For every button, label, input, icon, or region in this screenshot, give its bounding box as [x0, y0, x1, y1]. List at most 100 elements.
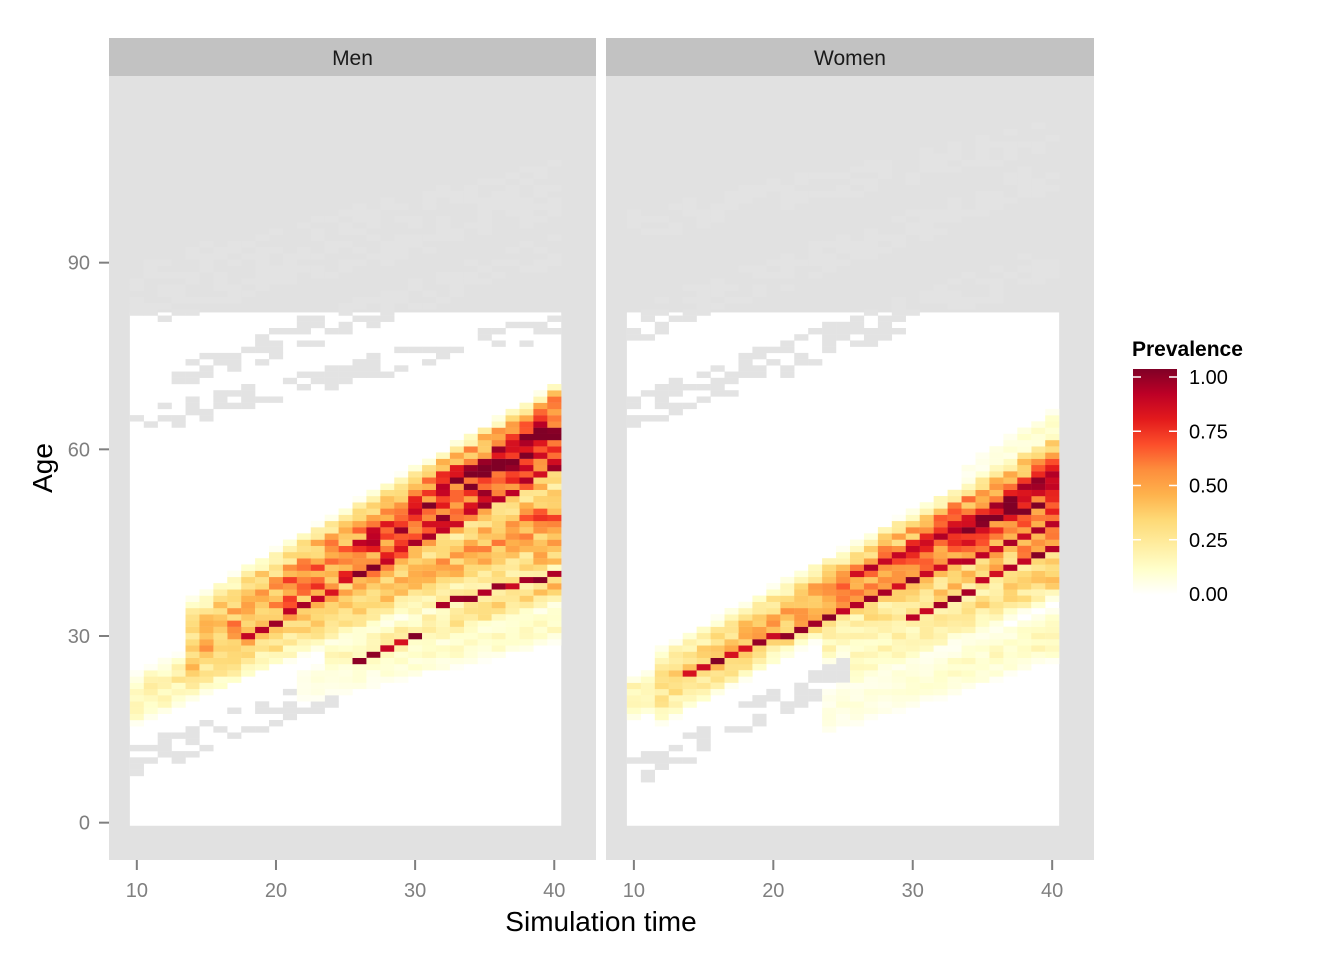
- heatmap-tile: [435, 520, 451, 528]
- heatmap-tile-missing: [296, 371, 311, 378]
- heatmap-tile-missing: [157, 315, 172, 322]
- heatmap-tile: [352, 632, 367, 640]
- heatmap-tile: [547, 639, 562, 646]
- heatmap-tile-missing: [1003, 128, 1018, 136]
- heatmap-tile: [947, 626, 962, 634]
- heatmap-tile: [850, 688, 865, 696]
- heatmap-tile-missing: [213, 253, 228, 260]
- heatmap-tile: [408, 608, 423, 615]
- heatmap-tile: [408, 614, 423, 621]
- heatmap-tile: [877, 707, 893, 714]
- heatmap-tile-missing: [547, 315, 562, 322]
- x-tick-label: 30: [902, 880, 924, 902]
- heatmap-tile-missing: [255, 253, 270, 260]
- heatmap-tile: [547, 421, 562, 428]
- heatmap-tile: [1031, 601, 1046, 609]
- heatmap-tile-missing: [640, 757, 655, 764]
- heatmap-tile-missing: [1031, 141, 1046, 148]
- heatmap-tile: [919, 639, 934, 646]
- heatmap-tile-missing: [255, 334, 270, 341]
- heatmap-tile-missing: [752, 365, 767, 372]
- heatmap-tile: [877, 564, 893, 571]
- heatmap-tile-missing: [422, 247, 437, 254]
- heatmap-tile: [905, 608, 920, 615]
- heatmap-tile: [366, 645, 381, 652]
- heatmap-tile-missing: [129, 296, 144, 304]
- heatmap-tile: [891, 695, 906, 702]
- y-tick-label: 60: [68, 439, 90, 461]
- heatmap-tile: [449, 489, 465, 497]
- heatmap-tile: [547, 533, 562, 540]
- heatmap-tile-missing: [519, 222, 534, 229]
- heatmap-tile: [435, 508, 451, 515]
- heatmap-tile: [1017, 570, 1032, 578]
- heatmap-tile-missing: [310, 216, 325, 223]
- heatmap-tile-missing: [780, 272, 795, 279]
- heatmap-tile-missing: [477, 278, 492, 285]
- heatmap-tile: [213, 601, 228, 609]
- heatmap-tile: [1031, 558, 1046, 565]
- heatmap-tile: [989, 520, 1004, 528]
- heatmap-tile: [435, 645, 451, 652]
- heatmap-tile: [533, 396, 548, 403]
- heatmap-tile: [547, 427, 562, 434]
- facet-women-strip: [606, 38, 1094, 76]
- heatmap-tile: [296, 589, 311, 596]
- heatmap-tile: [380, 657, 395, 665]
- heatmap-tile: [668, 645, 683, 652]
- heatmap-tile-missing: [640, 751, 655, 758]
- heatmap-tile: [352, 682, 367, 690]
- heatmap-tile: [682, 701, 697, 708]
- heatmap-tile: [822, 583, 837, 590]
- heatmap-tile: [975, 620, 990, 627]
- heatmap-tile: [808, 620, 823, 627]
- heatmap-tile: [519, 545, 534, 553]
- heatmap-tile: [863, 657, 879, 665]
- heatmap-tile: [366, 545, 381, 553]
- heatmap-tile-missing: [435, 346, 451, 354]
- heatmap-tile: [463, 446, 478, 453]
- heatmap-tile: [1017, 502, 1032, 509]
- heatmap-tile: [808, 614, 823, 621]
- heatmap-tile-missing: [255, 701, 270, 708]
- heatmap-tile-missing: [338, 309, 353, 316]
- heatmap-tile: [1031, 632, 1046, 640]
- heatmap-tile: [710, 620, 725, 627]
- heatmap-tile: [199, 608, 214, 615]
- heatmap-tile: [491, 458, 506, 466]
- heatmap-tile-missing: [435, 191, 451, 198]
- heatmap-tile-missing: [710, 365, 725, 372]
- heatmap-tile: [366, 589, 381, 596]
- heatmap-tile-missing: [533, 321, 548, 329]
- heatmap-tile-missing: [477, 222, 492, 229]
- heatmap-tile: [822, 701, 837, 708]
- heatmap-tile: [477, 558, 492, 565]
- heatmap-tile: [1031, 508, 1046, 515]
- heatmap-tile: [1017, 583, 1032, 590]
- heatmap-tile: [394, 664, 409, 671]
- heatmap-tile: [269, 595, 284, 602]
- facet-men-strip-label: Men: [332, 47, 373, 70]
- heatmap-tile: [282, 601, 298, 609]
- heatmap-tile-missing: [780, 701, 795, 708]
- heatmap-tile: [547, 464, 562, 472]
- heatmap-tile: [1003, 533, 1018, 540]
- heatmap-tile: [975, 651, 990, 658]
- heatmap-tile: [505, 620, 520, 627]
- heatmap-tile: [519, 639, 534, 646]
- heatmap-tile: [822, 645, 837, 652]
- heatmap-tile: [654, 670, 669, 677]
- heatmap-tile: [463, 464, 478, 472]
- heatmap-tile: [505, 489, 520, 497]
- heatmap-tile: [394, 502, 409, 509]
- heatmap-tile: [227, 583, 242, 590]
- heatmap-tile-missing: [255, 259, 270, 266]
- heatmap-tile: [877, 608, 893, 615]
- heatmap-tile: [682, 688, 697, 696]
- heatmap-tile: [505, 533, 520, 540]
- heatmap-tile: [394, 527, 409, 534]
- heatmap-tile: [933, 502, 948, 509]
- heatmap-tile: [227, 651, 242, 658]
- heatmap-tile: [1017, 601, 1032, 609]
- heatmap-tile: [822, 651, 837, 658]
